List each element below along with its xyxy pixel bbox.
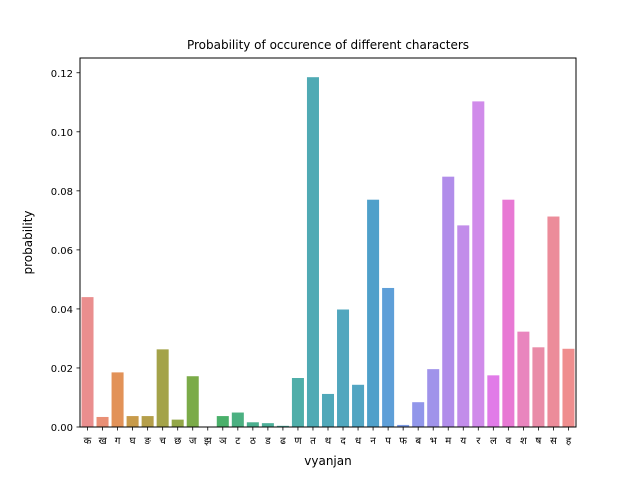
bar-2 [111,372,124,427]
bar-1 [96,416,109,427]
plot-frame [79,57,577,428]
x-tick-label-6: छ [174,436,182,447]
bar-26 [472,101,485,427]
x-tick-label-8: झ [204,436,212,447]
x-axis-label: vyanjan [304,454,351,468]
x-tick-label-5: च [159,436,166,447]
x-tick-label-3: घ [130,436,137,447]
bar-5 [156,349,169,427]
x-tick-label-26: र [476,436,481,447]
bar-30 [532,347,545,427]
x-tick-label-13: ढ [280,436,286,447]
bar-25 [457,225,470,427]
y-axis-label: probability [21,210,35,274]
bar-14 [291,378,304,427]
x-tick-label-14: ण [294,436,302,447]
x-tick-label-1: ख [98,436,107,447]
y-axis: 0.00 0.02 0.04 0.06 0.08 0.10 0.12 [51,69,80,434]
bar-23 [427,369,440,427]
x-tick-label-2: ग [115,436,121,447]
bar-10 [231,412,244,427]
x-tick-label-27: ल [490,436,497,447]
x-tick-label-31: स [550,436,557,447]
bar-11 [246,422,259,427]
x-tick-label-16: थ [325,436,332,447]
y-tick-label-5: 0.10 [51,128,73,139]
bar-32 [562,348,575,427]
x-tick-label-20: प [385,436,391,447]
bar-24 [442,176,455,427]
chart-title: Probability of occurence of different ch… [187,38,469,52]
x-tick-label-24: म [445,436,452,447]
bar-6 [171,419,184,427]
bar-13 [276,425,289,427]
x-tick-label-0: क [84,436,92,447]
bar-27 [487,375,500,427]
y-tick-label-3: 0.06 [51,246,73,257]
bar-22 [412,402,425,427]
x-tick-label-32: ह [566,436,572,447]
bar-20 [382,287,395,427]
x-tick-label-4: ङ [143,436,151,447]
x-tick-label-7: ज [189,436,197,447]
bar-3 [126,416,139,427]
x-tick-label-10: ट [235,436,241,447]
bar-29 [517,331,530,427]
x-tick-label-17: द [340,436,346,447]
bar-21 [397,424,410,427]
bar-19 [367,199,380,427]
bar-28 [502,199,515,427]
y-tick-label-4: 0.08 [51,187,73,198]
x-tick-label-9: ञ [219,436,227,447]
bar-9 [216,416,229,427]
bar-31 [547,216,560,427]
y-tick-label-6: 0.12 [51,69,73,80]
x-tick-label-30: ष [536,436,542,447]
x-tick-label-19: न [370,436,376,447]
bar-15 [306,77,319,427]
x-tick-label-12: ड [264,436,271,447]
bar-4 [141,416,154,427]
y-tick-label-1: 0.02 [51,364,73,375]
bar-0 [81,297,94,427]
bar-18 [352,384,365,427]
x-tick-label-21: फ [399,436,407,447]
x-tick-label-15: त [310,436,316,447]
x-tick-label-25: य [460,436,466,447]
x-tick-label-11: ठ [250,436,256,447]
y-tick-label-2: 0.04 [51,305,73,316]
y-tick-label-0: 0.00 [51,423,73,434]
x-tick-label-18: ध [355,436,362,447]
bars-group [81,77,575,427]
bar-12 [261,423,274,427]
bar-17 [337,309,350,427]
x-tick-label-23: भ [430,436,438,447]
x-tick-label-22: ब [415,436,421,447]
x-tick-label-29: श [520,436,527,447]
x-tick-label-28: व [506,436,512,447]
bar-16 [321,393,335,427]
bar-7 [186,376,199,427]
